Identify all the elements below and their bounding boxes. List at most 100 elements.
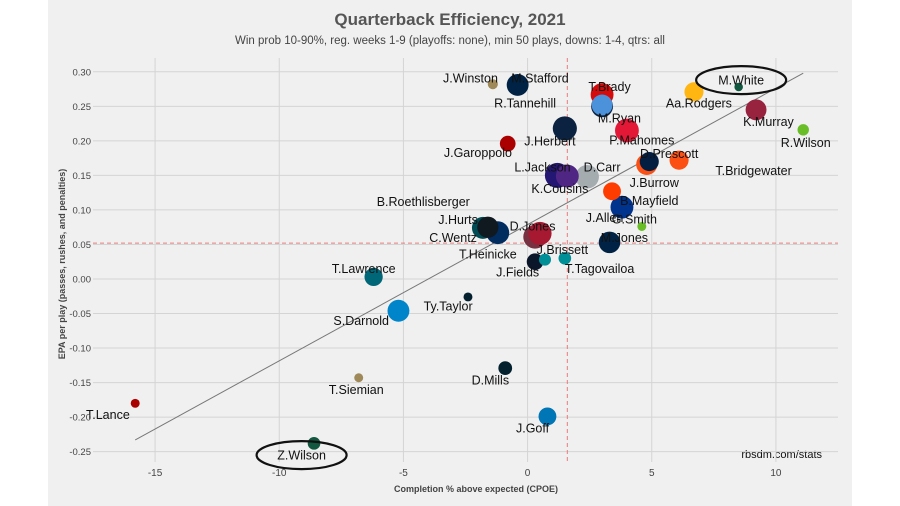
point-label: R.Tannehill: [494, 96, 556, 110]
point-label: R.Wilson: [781, 136, 831, 150]
reference-lines: [93, 58, 838, 462]
data-point: [745, 99, 767, 121]
point-labels: J.Winston M.Stafford T.Brady R.Tannehill M.R…: [86, 64, 831, 471]
point-label: T.Brady: [588, 80, 631, 94]
point-label: J.Herbert: [524, 134, 576, 148]
point-label: T.Lawrence: [332, 262, 396, 276]
data-point: [463, 292, 473, 302]
point-label: D.Carr: [584, 161, 621, 175]
point-label: Aa.Rodgers: [666, 96, 732, 110]
data-point: [499, 135, 516, 152]
data-point: [591, 94, 613, 116]
point-label: L.Jackson: [514, 161, 570, 175]
data-point: [364, 267, 383, 287]
x-tick-label: -5: [399, 468, 408, 479]
y-tick-label: -0.20: [69, 413, 91, 424]
point-label: K.Cousins: [531, 182, 588, 196]
data-point: [526, 253, 544, 271]
y-axis-label: EPA per play (passes, rushes, and penalt…: [57, 169, 67, 360]
data-point: [387, 299, 410, 322]
x-tick-label: 5: [649, 468, 655, 479]
y-tick-label: 0.15: [73, 171, 92, 182]
chart-title: Quarterback Efficiency, 2021: [334, 10, 565, 29]
point-label: M.White: [718, 74, 764, 88]
y-tick-label: -0.25: [69, 447, 91, 458]
y-tick-label: 0.20: [73, 136, 92, 147]
point-label: G.Smith: [612, 212, 657, 226]
data-point: [734, 82, 743, 92]
highlight-ellipse: [695, 64, 788, 96]
point-label: M.Stafford: [511, 72, 568, 86]
point-label: J.Goff: [516, 422, 550, 436]
point-label: J.Brissett: [537, 243, 589, 257]
x-tick-label: -10: [272, 468, 287, 479]
data-point: [498, 361, 513, 375]
x-tick-label: 0: [525, 468, 531, 479]
x-tick-label: 10: [770, 468, 782, 479]
data-point: [610, 195, 634, 219]
point-label: J.Hurts: [438, 213, 478, 227]
y-tick-label: 0.10: [73, 205, 92, 216]
data-point: [538, 407, 557, 426]
y-tick-label: 0.00: [73, 274, 92, 285]
axis-ticks: -15 -10 -5 0 5 10 0.30 0.25 0.20 0.15 0.10 0.05 0.00…: [69, 67, 782, 479]
point-label: Ty.Taylor: [424, 299, 473, 313]
data-point: [684, 82, 704, 102]
point-label: B.Roethlisberger: [377, 195, 470, 209]
point-label: P.Mahomes: [609, 134, 674, 148]
data-point: [558, 251, 572, 265]
point-label: D.Mills: [472, 373, 510, 387]
point-label: T.Lance: [86, 408, 130, 422]
y-tick-label: 0.30: [73, 67, 92, 78]
point-label: D.Jones: [510, 219, 556, 233]
point-label: J.Burrow: [630, 176, 680, 190]
point-label: T.Tagovailoa: [565, 262, 635, 276]
point-label: J.Fields: [496, 266, 539, 280]
data-point: [528, 221, 552, 246]
data-point: [797, 124, 809, 136]
data-point: [603, 182, 621, 201]
data-point: [575, 165, 599, 189]
point-label: T.Bridgewater: [715, 164, 791, 178]
point-label: J.Winston: [443, 72, 498, 86]
data-point: [477, 216, 499, 238]
point-label: S.Darnold: [333, 314, 389, 328]
x-tick-label: -15: [148, 468, 163, 479]
point-label: J.Garoppolo: [444, 146, 512, 160]
highlight-ellipse: [255, 439, 348, 471]
data-point: [307, 437, 321, 450]
y-tick-label: -0.10: [69, 344, 91, 355]
data-point: [354, 373, 364, 383]
data-point: [506, 73, 529, 96]
data-point: [552, 116, 577, 141]
point-label: M.Jones: [601, 231, 648, 245]
data-point: [538, 253, 551, 266]
data-point: [487, 79, 498, 90]
x-axis-label: Completion % above expected (CPOE): [394, 484, 558, 494]
trend-line: [134, 72, 804, 441]
grid: [93, 58, 838, 462]
chart-panel: [48, 0, 852, 506]
data-point: [130, 398, 140, 408]
y-tick-label: 0.25: [73, 102, 92, 113]
point-label: T.Siemian: [329, 383, 384, 397]
point-label: M.Ryan: [598, 112, 641, 126]
source-note: rbsdm.com/stats: [741, 449, 822, 461]
data-point: [598, 231, 621, 254]
data-points: [130, 73, 809, 450]
chart-subtitle: Win prob 10-90%, reg. weeks 1-9 (playoff…: [235, 35, 665, 47]
point-label: B.Mayfield: [620, 194, 678, 208]
point-label: T.Heinicke: [459, 248, 517, 262]
data-point: [637, 222, 647, 231]
data-point: [669, 150, 689, 170]
point-label: D.Prescott: [640, 147, 699, 161]
data-point: [555, 164, 579, 188]
data-point: [615, 118, 639, 143]
y-tick-label: 0.05: [73, 240, 92, 251]
point-label: C.Wentz: [429, 231, 477, 245]
y-tick-label: -0.15: [69, 378, 91, 389]
point-label: K.Murray: [743, 115, 794, 129]
y-tick-label: -0.05: [69, 309, 91, 320]
point-label: J.Allen: [586, 211, 624, 225]
